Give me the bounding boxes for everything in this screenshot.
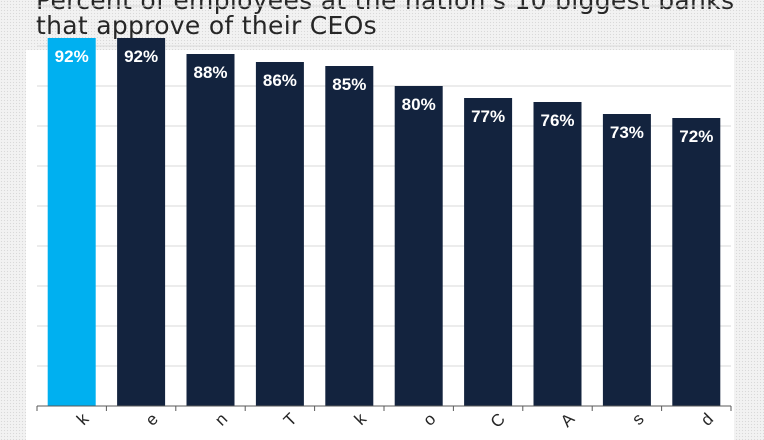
data-labels: 92% 92% 88% 86% 85% 80% 77% 76% 73% 72% bbox=[55, 47, 714, 146]
bar bbox=[255, 62, 304, 406]
data-label: 72% bbox=[679, 127, 713, 146]
bar bbox=[672, 118, 721, 406]
data-label: 77% bbox=[471, 107, 505, 126]
category-label: T bbox=[280, 409, 301, 430]
bar bbox=[325, 66, 374, 406]
category-label: n bbox=[211, 409, 231, 429]
bar bbox=[394, 86, 443, 406]
data-label: 88% bbox=[193, 63, 227, 82]
data-label: 73% bbox=[610, 123, 644, 142]
bar bbox=[47, 38, 96, 406]
data-label: 92% bbox=[124, 47, 158, 66]
bar bbox=[117, 38, 166, 406]
chart-title-line-1: Percent of employees at the nation's 10 … bbox=[36, 0, 735, 15]
data-label: 80% bbox=[402, 95, 436, 114]
category-label: s bbox=[628, 409, 647, 428]
category-label: k bbox=[73, 409, 93, 429]
bar bbox=[464, 98, 513, 406]
data-label: 76% bbox=[540, 111, 574, 130]
bar bbox=[602, 114, 651, 406]
bar bbox=[186, 54, 235, 406]
category-label: k bbox=[351, 409, 371, 429]
bars bbox=[47, 38, 721, 406]
bar bbox=[533, 102, 582, 406]
data-label: 92% bbox=[55, 47, 89, 66]
category-label: d bbox=[697, 409, 717, 429]
data-label: 85% bbox=[332, 75, 366, 94]
category-label: C bbox=[487, 409, 509, 431]
chart-title-line-2: that approve of their CEOs bbox=[36, 11, 377, 40]
category-label: o bbox=[419, 409, 439, 429]
category-label: e bbox=[142, 409, 162, 429]
data-label: 86% bbox=[263, 71, 297, 90]
category-label: A bbox=[557, 409, 579, 431]
